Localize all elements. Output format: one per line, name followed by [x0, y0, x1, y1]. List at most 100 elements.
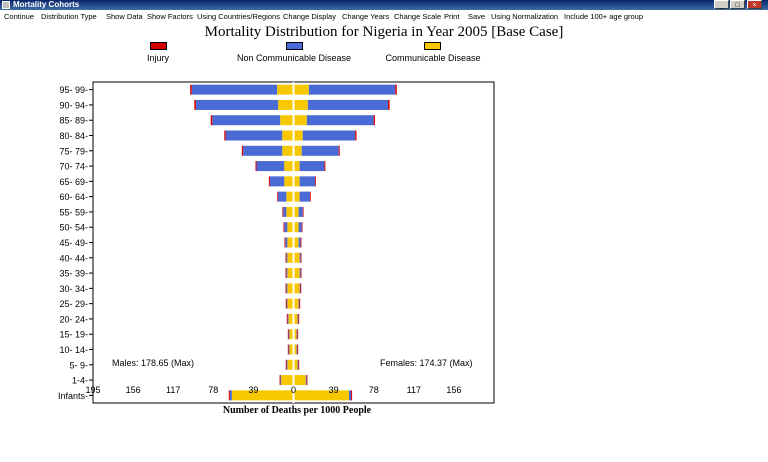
y-tick-label: 35- 39-	[59, 269, 88, 279]
bar-males-noncommunicable	[191, 84, 278, 95]
bar-females-injury	[297, 344, 299, 355]
bar-females-communicable	[294, 115, 307, 126]
minimize-button[interactable]: _	[714, 0, 729, 9]
bar-males-noncommunicable	[225, 130, 283, 141]
bar-males-noncommunicable	[286, 298, 288, 309]
bar-females-injury	[388, 99, 390, 110]
bar-males-communicable	[287, 359, 293, 370]
bar-males-noncommunicable	[286, 359, 288, 370]
close-button[interactable]: ×	[747, 0, 762, 9]
bar-males-injury	[287, 344, 289, 355]
bar-females-noncommunicable	[298, 222, 302, 233]
window-title: Mortality Cohorts	[13, 0, 80, 9]
menu-print[interactable]: Print	[444, 12, 460, 21]
bar-males-injury	[287, 329, 289, 340]
bar-males-noncommunicable	[285, 237, 288, 248]
bar-females-noncommunicable	[299, 283, 301, 294]
bar-males-communicable	[287, 298, 293, 309]
x-tick-label-right: 156	[446, 385, 461, 395]
bar-males-noncommunicable	[195, 99, 279, 110]
y-tick-label: 75- 79-	[59, 146, 88, 156]
menu-using-normalization[interactable]: Using Normalization	[491, 12, 559, 21]
y-tick-label: 55- 59-	[59, 207, 88, 217]
bar-females-communicable	[294, 375, 306, 386]
bar-females-communicable	[294, 329, 297, 340]
bar-males-communicable	[282, 145, 293, 156]
menu-change-years[interactable]: Change Years	[342, 12, 390, 21]
y-tick-label: Infants-	[58, 391, 88, 401]
bar-females-communicable	[294, 206, 299, 217]
bar-males-injury	[268, 176, 270, 187]
bar-females-injury	[315, 176, 316, 187]
bar-males-communicable	[231, 390, 293, 401]
menu-change-display[interactable]: Change Display	[283, 12, 336, 21]
bar-females-noncommunicable	[299, 191, 310, 202]
bar-females-injury	[302, 206, 304, 217]
bar-males-injury	[277, 191, 279, 202]
maximize-button[interactable]: □	[730, 0, 745, 9]
bar-males-noncommunicable	[286, 252, 288, 263]
y-tick-label: 30- 34-	[59, 284, 88, 294]
bar-males-communicable	[288, 313, 293, 324]
bar-males-communicable	[280, 115, 293, 126]
bar-females-communicable	[294, 84, 309, 95]
bar-males-injury	[283, 222, 285, 233]
x-tick-label-left: 78	[208, 385, 218, 395]
bar-males-noncommunicable	[269, 176, 285, 187]
bar-males-noncommunicable	[286, 283, 288, 294]
y-tick-label: 15- 19-	[59, 330, 88, 340]
bar-females-communicable	[294, 298, 299, 309]
bar-males-noncommunicable	[288, 329, 290, 340]
y-tick-label: 60- 64-	[59, 192, 88, 202]
y-tick-label: 5- 9-	[69, 360, 88, 370]
bar-females-communicable	[294, 176, 300, 187]
x-tick-label-right: 39	[329, 385, 339, 395]
y-tick-label: 80- 84-	[59, 131, 88, 141]
bar-females-injury	[355, 130, 357, 141]
menu-using-countries[interactable]: Using Countries/Regions	[197, 12, 280, 21]
bar-males-injury	[286, 313, 288, 324]
bar-males-noncommunicable	[278, 191, 287, 202]
bar-females-noncommunicable	[297, 313, 299, 324]
bar-males-injury	[285, 252, 287, 263]
bar-males-noncommunicable	[229, 390, 232, 401]
bar-females-injury	[300, 283, 302, 294]
menu-bar: Continue Distribution Type Show Data Sho…	[0, 11, 768, 23]
x-tick-label-center: 0	[291, 385, 296, 395]
y-tick-label: 25- 29-	[59, 299, 88, 309]
bar-females-noncommunicable	[296, 329, 298, 340]
bar-females-communicable	[294, 359, 298, 370]
app-icon	[2, 1, 10, 9]
y-tick-label: 85- 89-	[59, 116, 88, 126]
legend-label-communicable: Communicable Disease	[385, 53, 481, 63]
bar-males-communicable	[278, 99, 293, 110]
bar-males-communicable	[289, 344, 293, 355]
x-tick-label-right: 78	[369, 385, 379, 395]
menu-include-100[interactable]: Include 100+ age group	[564, 12, 644, 21]
bar-males-injury	[224, 130, 226, 141]
bar-males-communicable	[287, 268, 293, 279]
bar-females-noncommunicable	[306, 115, 374, 126]
bar-males-injury	[255, 161, 257, 172]
y-tick-label: 70- 74-	[59, 162, 88, 172]
bar-females-injury	[298, 313, 300, 324]
menu-save[interactable]: Save	[468, 12, 486, 21]
bar-males-noncommunicable	[243, 145, 283, 156]
menu-distribution-type[interactable]: Distribution Type	[41, 12, 97, 21]
menu-show-factors[interactable]: Show Factors	[147, 12, 193, 21]
window-titlebar: Mortality Cohorts _ □ ×	[0, 0, 768, 10]
bar-males-communicable	[282, 130, 293, 141]
menu-show-data[interactable]: Show Data	[106, 12, 143, 21]
bar-females-communicable	[294, 161, 300, 172]
bar-males-injury	[282, 206, 284, 217]
bar-females-injury	[300, 268, 302, 279]
bar-males-injury	[285, 298, 287, 309]
bar-females-noncommunicable	[305, 375, 307, 386]
status-bar	[0, 455, 768, 462]
menu-continue[interactable]: Continue	[4, 12, 35, 21]
bar-females-communicable	[294, 390, 349, 401]
bar-females-noncommunicable	[307, 99, 389, 110]
bar-males-communicable	[287, 252, 293, 263]
bar-females-noncommunicable	[299, 176, 316, 187]
menu-change-scale[interactable]: Change Scale	[394, 12, 442, 21]
